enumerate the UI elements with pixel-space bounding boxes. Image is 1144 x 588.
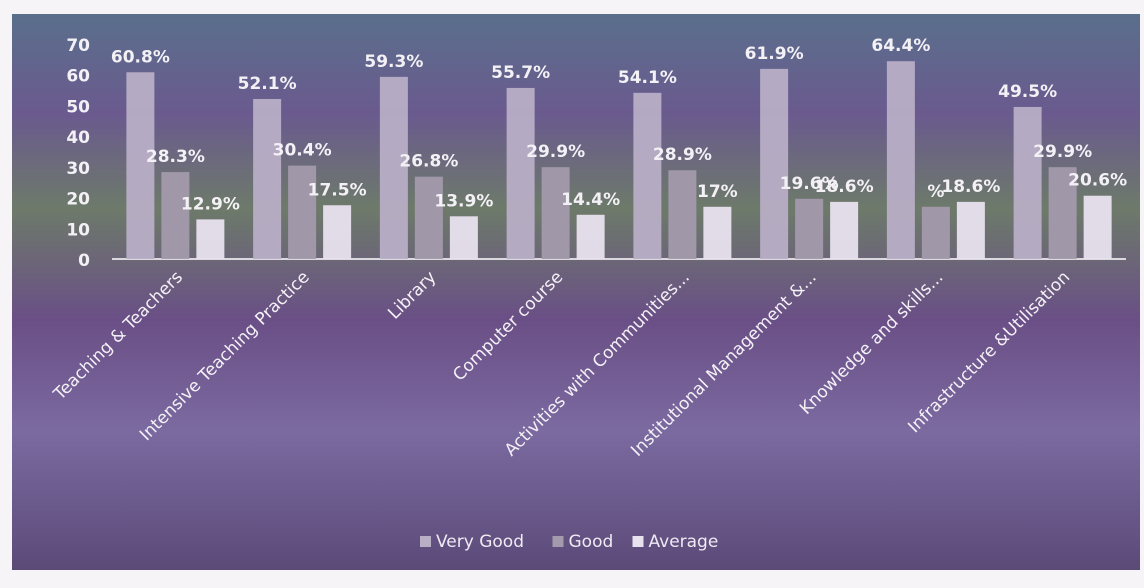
bar-good: [414, 176, 443, 259]
bar-very-good: [506, 87, 535, 260]
data-label: 54.1%: [618, 68, 677, 88]
bar-average: [1083, 195, 1112, 259]
bar-good: [161, 172, 190, 259]
plot-background: [12, 14, 1140, 570]
data-label: 61.9%: [745, 44, 804, 64]
data-label: 19.6%: [780, 174, 839, 194]
legend-label: Good: [569, 532, 614, 552]
y-tick-label: 40: [66, 128, 90, 148]
y-tick-label: 0: [78, 251, 90, 271]
data-label: 59.3%: [364, 52, 423, 72]
bar-good: [668, 170, 697, 259]
data-label: %: [927, 182, 944, 202]
bar-very-good: [633, 92, 662, 259]
data-label: 60.8%: [111, 47, 170, 67]
data-label: 26.8%: [399, 152, 458, 172]
y-tick-label: 30: [66, 159, 90, 179]
bar-average: [449, 216, 478, 259]
bar-average: [576, 214, 605, 259]
data-label: 29.9%: [1033, 142, 1092, 162]
bar-very-good: [886, 61, 915, 260]
data-label: 64.4%: [871, 36, 930, 56]
data-label: 12.9%: [181, 194, 240, 214]
data-label: 28.9%: [653, 145, 712, 165]
data-label: 30.4%: [273, 141, 332, 161]
bar-good: [541, 167, 570, 259]
y-tick-label: 10: [66, 220, 90, 240]
data-label: 49.5%: [998, 82, 1057, 102]
data-label: 55.7%: [491, 63, 550, 83]
legend-swatch: [632, 536, 644, 547]
legend-swatch: [552, 536, 564, 547]
data-label: 13.9%: [434, 191, 493, 211]
data-label: 17%: [697, 182, 738, 202]
y-tick-label: 70: [66, 36, 90, 56]
legend-swatch: [420, 536, 431, 547]
bar-very-good: [126, 72, 155, 259]
data-label: 18.6%: [815, 177, 874, 197]
data-label: 52.1%: [238, 74, 297, 94]
bar-very-good: [1013, 106, 1042, 259]
y-tick-label: 20: [66, 190, 90, 210]
bar-average: [196, 219, 225, 259]
data-label: 18.6%: [941, 177, 1000, 197]
bar-very-good: [253, 98, 282, 259]
data-label: 29.9%: [526, 142, 585, 162]
data-label: 28.3%: [146, 147, 205, 167]
data-label: 14.4%: [561, 190, 620, 210]
data-label: 20.6%: [1068, 171, 1127, 191]
bar-very-good: [760, 68, 789, 259]
data-label: 17.5%: [308, 180, 367, 200]
bar-average: [956, 201, 985, 259]
y-tick-label: 50: [66, 97, 90, 117]
bar-average: [830, 201, 859, 259]
legend-label: Very Good: [436, 532, 524, 552]
y-tick-label: 60: [66, 67, 90, 87]
bar-good: [921, 206, 950, 259]
legend-label: Average: [649, 532, 719, 552]
bar-average: [703, 206, 732, 259]
bar-good: [288, 165, 317, 259]
bar-good: [1048, 167, 1077, 259]
bar-very-good: [379, 76, 408, 259]
bar-good: [795, 198, 824, 259]
bar-average: [323, 205, 352, 259]
